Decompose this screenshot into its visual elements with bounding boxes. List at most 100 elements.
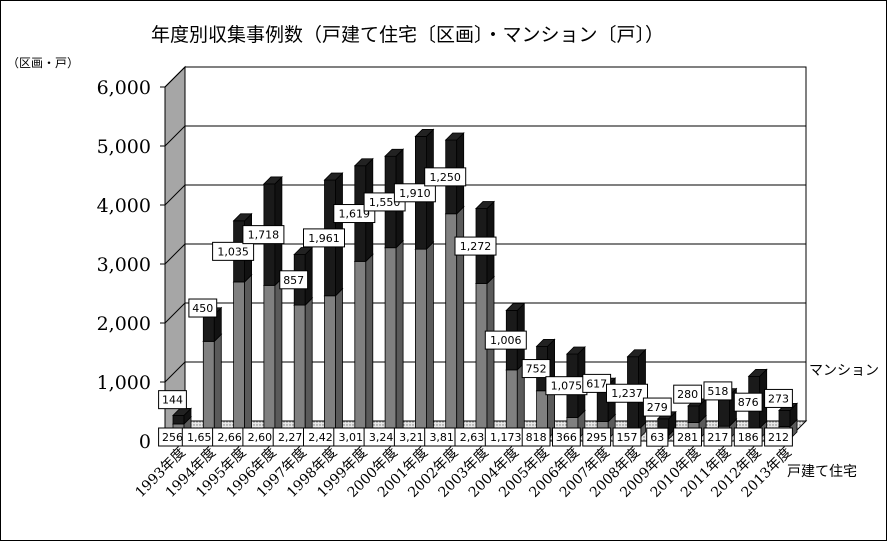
gridline-side xyxy=(164,361,186,383)
data-label-マンション: 518 xyxy=(703,381,733,401)
bar-マンション-front xyxy=(202,314,215,342)
data-label-戸建て住宅: 818 xyxy=(521,427,551,447)
data-label-マンション-box xyxy=(642,397,672,417)
gridline-side xyxy=(164,243,186,265)
data-label-戸建て住宅: 212 xyxy=(764,427,793,447)
y-tick-label: 2,000 xyxy=(97,313,151,335)
data-label-戸建て住宅-box xyxy=(764,427,793,447)
data-label-戸建て住宅-box xyxy=(646,427,669,447)
data-label-戸建て住宅-text: 1,173 xyxy=(490,431,522,444)
bar-戸建て住宅 xyxy=(384,239,405,440)
bar-戸建て住宅-side xyxy=(274,277,283,440)
bar-マンション-top xyxy=(172,407,192,416)
bar-マンション-top xyxy=(262,176,283,185)
data-label-戸建て住宅-text: 366 xyxy=(556,431,577,444)
data-label-戸建て住宅-text: 63 xyxy=(650,431,664,444)
data-label-戸建て住宅-text: 2,428 xyxy=(308,431,340,444)
gridline-side xyxy=(164,302,186,324)
data-label-マンション-box xyxy=(303,228,345,248)
gridline-side xyxy=(164,125,186,147)
data-label-マンション: 1,006 xyxy=(484,330,527,350)
data-label-マンション: 1,035 xyxy=(212,241,255,261)
data-label-戸建て住宅-box xyxy=(673,427,703,447)
data-label-戸建て住宅-text: 2,605 xyxy=(248,431,280,444)
data-labels: 256 144 1,656 450 2,663 1,035 2,605 1,718 2,270 8… xyxy=(158,167,793,447)
data-label-マンション: 1,961 xyxy=(303,228,345,248)
data-label-戸建て住宅: 186 xyxy=(733,427,763,447)
data-label-戸建て住宅: 1,173 xyxy=(484,427,527,447)
data-label-マンション-text: 1,237 xyxy=(611,387,643,400)
data-label-マンション-text: 876 xyxy=(738,396,759,409)
gridline-side xyxy=(164,66,186,88)
bar-マンション-top xyxy=(384,148,405,157)
bar-戸建て住宅-front xyxy=(324,295,336,440)
data-label-戸建て住宅-box xyxy=(521,427,551,447)
bar-マンション-top xyxy=(505,303,526,311)
data-label-マンション-text: 280 xyxy=(677,388,698,401)
data-label-マンション-box xyxy=(212,241,255,261)
data-label-戸建て住宅-text: 2,270 xyxy=(278,431,310,444)
bar-マンション xyxy=(172,407,192,425)
data-label-マンション-text: 273 xyxy=(768,392,789,405)
data-label-マンション-box xyxy=(279,270,309,290)
data-label-マンション-text: 1,718 xyxy=(248,229,280,242)
bar-マンション-top xyxy=(444,132,465,141)
y-tick-label: 5,000 xyxy=(97,136,151,158)
bar-戸建て住宅-side xyxy=(425,241,434,440)
data-label-マンション: 273 xyxy=(764,388,793,408)
data-label-マンション: 752 xyxy=(521,359,551,379)
bar-戸建て住宅-front xyxy=(414,248,427,440)
bar-マンション-top xyxy=(414,129,435,137)
bar-マンション-top xyxy=(747,368,768,377)
data-label-戸建て住宅-text: 3,818 xyxy=(429,431,461,444)
data-label-戸建て住宅: 256 xyxy=(158,427,187,447)
bar-マンション-front xyxy=(687,405,700,423)
data-label-マンション-text: 1,035 xyxy=(217,245,249,258)
data-label-戸建て住宅-box xyxy=(582,427,612,447)
bar-戸建て住宅-front xyxy=(233,281,246,440)
data-label-マンション-text: 1,272 xyxy=(460,240,492,253)
bar-戸建て住宅 xyxy=(293,297,314,440)
bar-戸建て住宅-side xyxy=(335,287,343,440)
grid-lines xyxy=(164,66,806,383)
data-label-マンション-box xyxy=(393,183,436,203)
data-label-マンション-text: 1,006 xyxy=(490,334,522,347)
gridline-side xyxy=(164,184,186,206)
data-label-戸建て住宅: 157 xyxy=(612,427,642,447)
bar-マンション-top xyxy=(323,172,344,181)
data-label-マンション-box xyxy=(484,330,527,350)
bar-戸建て住宅-side xyxy=(365,253,374,440)
data-label-戸建て住宅: 295 xyxy=(582,427,612,447)
data-label-マンション-text: 1,619 xyxy=(339,208,371,221)
bar-戸建て住宅-side xyxy=(304,297,313,440)
y-tick-label: 4,000 xyxy=(97,195,151,217)
data-label-マンション-text: 617 xyxy=(586,377,607,390)
bar-戸建て住宅-front xyxy=(293,304,306,440)
data-label-戸建て住宅-text: 2,663 xyxy=(217,431,249,444)
bar-戸建て住宅 xyxy=(202,333,223,440)
data-label-マンション: 144 xyxy=(158,390,187,410)
data-label-マンション: 1,910 xyxy=(393,183,436,203)
data-label-マンション: 1,718 xyxy=(242,225,285,245)
data-label-マンション: 280 xyxy=(673,384,703,404)
data-label-マンション: 876 xyxy=(733,392,763,412)
data-label-マンション-text: 857 xyxy=(283,274,304,287)
data-label-マンション-text: 1,961 xyxy=(308,232,340,245)
bar-戸建て住宅 xyxy=(353,253,374,440)
data-label-マンション-text: 279 xyxy=(647,401,668,414)
bar-マンション-top xyxy=(626,349,647,358)
bar-マンション-front xyxy=(778,409,791,427)
data-label-マンション: 279 xyxy=(642,397,672,417)
data-label-マンション-box xyxy=(242,225,285,245)
legend-label-戸建て住宅: 戸建て住宅 xyxy=(787,464,857,480)
data-label-戸建て住宅-text: 818 xyxy=(526,431,547,444)
data-label-戸建て住宅-box xyxy=(612,427,642,447)
data-label-マンション-box xyxy=(158,390,187,410)
bar-戸建て住宅-side xyxy=(486,275,495,440)
bar-戸建て住宅-front xyxy=(354,260,367,440)
bar-戸建て住宅-side xyxy=(213,333,222,440)
chart-title: 年度別収集事例数（戸建て住宅〔区画〕・マンション〔戸〕） xyxy=(151,24,664,46)
data-label-戸建て住宅-box xyxy=(703,427,733,447)
data-label-マンション-box xyxy=(454,236,497,256)
